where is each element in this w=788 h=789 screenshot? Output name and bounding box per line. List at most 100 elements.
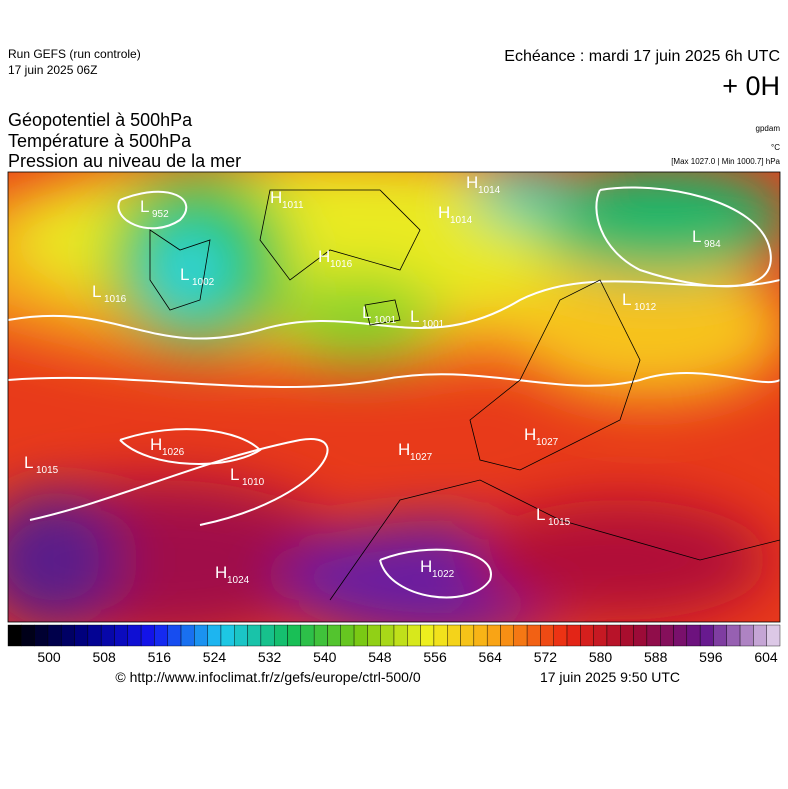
color-swatch [274, 624, 288, 647]
source-url: © http://www.infoclimat.fr/z/gefs/europe… [115, 669, 420, 685]
center-value: 1016 [104, 294, 127, 305]
color-swatch [673, 624, 688, 647]
center-value: 1027 [410, 452, 433, 463]
center-value: 1024 [227, 575, 250, 586]
color-swatch [500, 624, 514, 647]
center-value: 1027 [536, 437, 559, 448]
color-swatch [34, 624, 49, 647]
center-value: 1001 [422, 319, 445, 330]
center-value: 984 [704, 239, 721, 250]
timestamp: 17 juin 2025 9:50 UTC [540, 669, 680, 685]
legend-title: Température à 500hPa [8, 131, 192, 151]
colorbar-tick-label: 540 [313, 649, 337, 665]
center-value: 1015 [548, 517, 571, 528]
center-kind: L [24, 453, 33, 472]
pressure-center: L 1016 [92, 282, 127, 305]
center-kind: H [420, 557, 432, 576]
pressure-center: H 1016 [318, 247, 353, 270]
colorbar-tick-label: 516 [148, 649, 172, 665]
color-swatch [47, 624, 62, 647]
center-kind: H [215, 563, 227, 582]
pressure-center: H 1014 [466, 173, 501, 196]
center-kind: L [622, 290, 631, 309]
color-swatch [620, 624, 634, 647]
pressure-center: L 1002 [180, 265, 215, 288]
center-value: 1010 [242, 477, 265, 488]
center-value: 1012 [634, 302, 657, 313]
pressure-center: L 1015 [24, 453, 59, 476]
color-swatch [447, 624, 461, 647]
center-value: 1016 [330, 259, 353, 270]
run-date: 17 juin 2025 06Z [8, 63, 97, 77]
pressure-center: H 1014 [438, 203, 473, 226]
color-swatch [140, 624, 155, 647]
unit: °C [771, 143, 780, 152]
center-value: 952 [152, 209, 169, 220]
pressure-center: L 1001 [362, 303, 397, 326]
color-swatch [260, 624, 275, 647]
center-kind: H [270, 188, 282, 207]
color-swatch [220, 624, 235, 647]
center-value: 1022 [432, 569, 455, 580]
center-kind: H [438, 203, 450, 222]
center-value: 1011 [282, 200, 304, 211]
color-swatch [393, 624, 408, 647]
color-swatch [100, 624, 115, 647]
color-swatch [606, 624, 621, 647]
color-swatch [766, 624, 781, 647]
pressure-center: H 1011 [270, 188, 304, 211]
center-value: 1014 [478, 185, 501, 196]
colorbar-tick-label: 564 [479, 649, 503, 665]
center-kind: H [524, 425, 536, 444]
center-kind: L [92, 282, 101, 301]
pressure-center: L 984 [692, 227, 721, 250]
color-swatch [87, 624, 102, 647]
color-swatch [167, 624, 182, 647]
color-swatch [686, 624, 701, 647]
color-swatch [566, 624, 581, 647]
colorbar-tick-label: 596 [699, 649, 723, 665]
color-swatch [407, 624, 421, 647]
center-value: 1015 [36, 465, 59, 476]
pressure-center: L 1010 [230, 465, 265, 488]
color-swatch [74, 624, 89, 647]
center-value: 1014 [450, 215, 473, 226]
color-swatch [127, 624, 142, 647]
center-kind: H [318, 247, 330, 266]
color-swatch [154, 624, 168, 647]
color-swatch [460, 624, 475, 647]
center-kind: L [362, 303, 371, 322]
color-swatch [660, 624, 674, 647]
map-frame [7, 171, 781, 623]
pressure-center: L 1001 [410, 307, 445, 330]
color-swatch [699, 624, 714, 647]
echeance: Echéance : mardi 17 juin 2025 6h UTC [504, 48, 780, 65]
center-kind: H [466, 173, 478, 192]
color-swatch [340, 624, 355, 647]
pressure-center: L 1012 [622, 290, 657, 313]
center-kind: L [410, 307, 419, 326]
colorbar-tick-label: 524 [203, 649, 227, 665]
color-swatch [380, 624, 395, 647]
colorbar-tick-label: 580 [589, 649, 613, 665]
color-swatch [646, 624, 661, 647]
pressure-center: H 1027 [524, 425, 559, 448]
colorbar: 500 508 516 524 532 540 548 556 564 572 580 588 596 6… [7, 624, 781, 665]
color-swatch [367, 624, 381, 647]
center-value: 1002 [192, 277, 215, 288]
color-swatch [713, 624, 727, 647]
offset: + 0H [722, 71, 780, 101]
color-swatch [180, 624, 195, 647]
color-swatch [194, 624, 208, 647]
center-value: 1026 [162, 447, 185, 458]
pressure-center: H 1022 [420, 557, 455, 580]
colorbar-tick-label: 556 [423, 649, 447, 665]
colorbar-tick-label: 508 [92, 649, 116, 665]
color-swatch [300, 624, 315, 647]
colorbar-tick-label: 588 [644, 649, 668, 665]
color-swatch [207, 624, 222, 647]
color-swatch [234, 624, 248, 647]
color-swatch [420, 624, 435, 647]
